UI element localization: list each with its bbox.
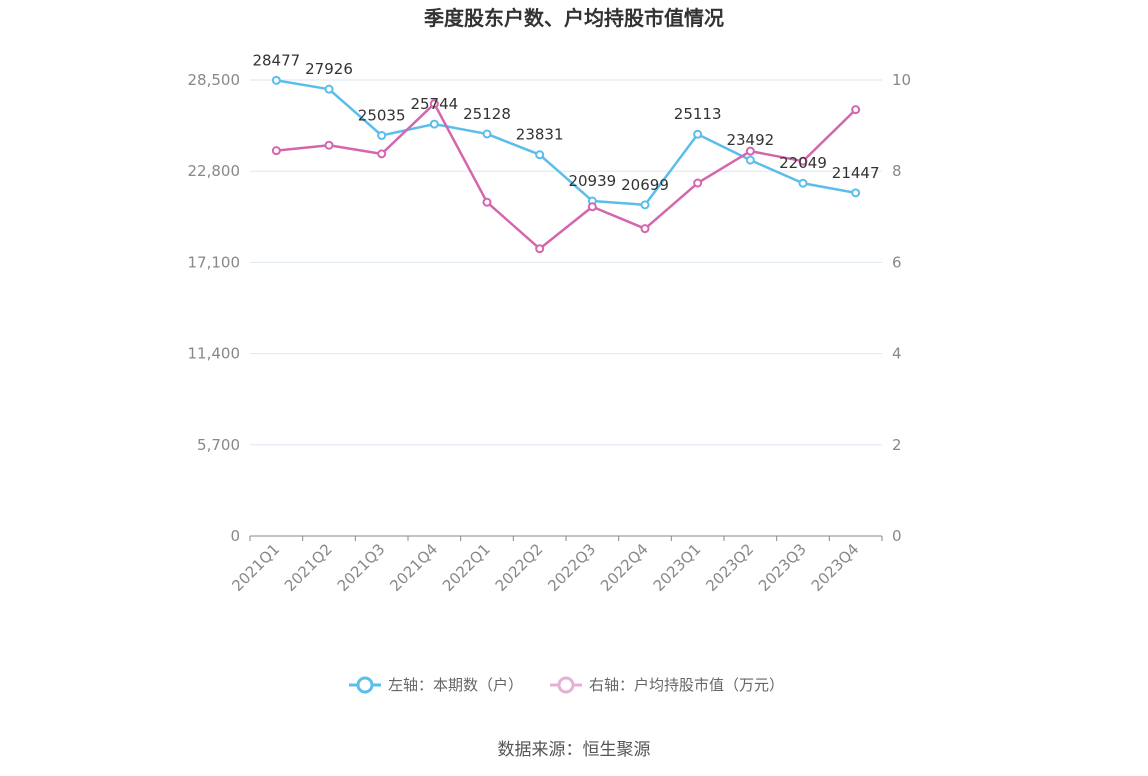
x-tick-label: 2023Q3 — [755, 540, 810, 595]
x-tick-label: 2021Q3 — [334, 540, 389, 595]
data-point-right[interactable] — [693, 178, 703, 188]
data-point-left[interactable] — [640, 200, 650, 210]
x-tick-label: 2022Q4 — [597, 540, 652, 595]
data-label: 22049 — [779, 154, 827, 172]
data-point-right[interactable] — [745, 146, 755, 156]
y-right-tick-label: 0 — [892, 527, 902, 545]
y-left-tick-label: 5,700 — [197, 436, 240, 454]
x-tick-label: 2023Q2 — [702, 540, 757, 595]
data-point-left[interactable] — [482, 129, 492, 139]
data-label: 23831 — [516, 126, 564, 144]
data-label: 21447 — [832, 164, 880, 182]
x-tick-label: 2022Q2 — [492, 540, 547, 595]
series-line-left — [276, 79, 856, 207]
data-point-right[interactable] — [271, 146, 281, 156]
data-point-left[interactable] — [271, 75, 281, 85]
data-point-right[interactable] — [640, 224, 650, 234]
legend-right-marker — [557, 676, 575, 694]
grid-layer — [250, 79, 882, 446]
data-point-left[interactable] — [535, 150, 545, 160]
y-left-tick-label: 17,100 — [188, 253, 241, 271]
legend-item-right[interactable]: 右轴：户均持股市值（万元） — [550, 676, 784, 694]
legend-item-left[interactable]: 左轴：本期数（户） — [349, 676, 523, 694]
y-left-tick-label: 22,800 — [188, 162, 241, 180]
data-point-left[interactable] — [324, 84, 334, 94]
series-layer — [271, 75, 861, 254]
data-label: 20939 — [568, 172, 616, 190]
data-point-right[interactable] — [324, 140, 334, 150]
data-point-left[interactable] — [851, 188, 861, 198]
data-point-left[interactable] — [798, 178, 808, 188]
data-point-right[interactable] — [429, 99, 439, 109]
data-label: 25744 — [410, 95, 458, 113]
data-point-right[interactable] — [377, 149, 387, 159]
data-point-right[interactable] — [482, 197, 492, 207]
series-line-right — [276, 102, 857, 250]
data-label: 20699 — [621, 176, 669, 194]
y-left-tick-label: 11,400 — [188, 345, 241, 363]
y-right-tick-label: 6 — [892, 253, 902, 271]
data-label: 23492 — [726, 131, 774, 149]
x-tick-label: 2021Q2 — [281, 540, 336, 595]
x-tick-label: 2021Q4 — [386, 540, 441, 595]
chart-title: 季度股东户数、户均持股市值情况 — [423, 6, 724, 30]
legend-right-label: 右轴：户均持股市值（万元） — [589, 676, 784, 694]
y-right-tick-label: 2 — [892, 436, 902, 454]
y-right-tick-label: 4 — [892, 345, 902, 363]
data-point-left[interactable] — [429, 119, 439, 129]
data-label: 25128 — [463, 105, 511, 123]
x-tick-label: 2022Q1 — [439, 540, 494, 595]
x-tick-label: 2021Q1 — [228, 540, 283, 595]
data-point-left[interactable] — [745, 155, 755, 165]
x-tick-label: 2023Q1 — [650, 540, 705, 595]
data-label: 27926 — [305, 60, 353, 78]
data-label: 25113 — [674, 105, 722, 123]
legend: 左轴：本期数（户） 右轴：户均持股市值（万元） — [349, 676, 784, 694]
y-left-tick-label: 0 — [230, 527, 240, 545]
data-label: 25035 — [358, 106, 406, 124]
y-left-tick-label: 28,500 — [188, 71, 241, 89]
data-point-right[interactable] — [535, 244, 545, 254]
data-point-left[interactable] — [693, 129, 703, 139]
legend-left-marker — [356, 676, 374, 694]
y-right-tick-label: 10 — [892, 71, 911, 89]
x-tick-label: 2022Q3 — [544, 540, 599, 595]
data-point-right[interactable] — [587, 202, 597, 212]
data-point-left[interactable] — [377, 130, 387, 140]
y-right-tick-label: 8 — [892, 162, 902, 180]
legend-left-label: 左轴：本期数（户） — [388, 676, 523, 694]
data-source: 数据来源：恒生聚源 — [498, 740, 651, 760]
x-tick-label: 2023Q4 — [808, 540, 863, 595]
data-label: 28477 — [252, 51, 300, 69]
data-point-right[interactable] — [851, 105, 861, 115]
data-point-right[interactable] — [798, 156, 808, 166]
